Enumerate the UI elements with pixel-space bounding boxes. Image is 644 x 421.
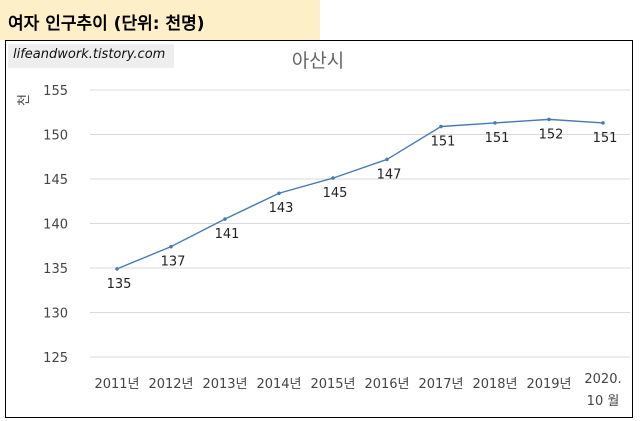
data-point — [439, 124, 443, 129]
x-tick-label: 2020. 10 월 — [584, 372, 621, 409]
x-tick-label: 2013년 — [202, 377, 247, 392]
chart-frame — [5, 40, 633, 418]
data-label: 141 — [215, 227, 240, 242]
x-tick-label: 2018년 — [472, 377, 517, 392]
header-banner: 여자 인구추이 (단위: 천명) — [0, 0, 320, 40]
data-label: 151 — [485, 131, 510, 146]
y-tick-label: 130 — [43, 307, 68, 322]
data-labels: 135 137 141 143 145 147 151 151 152 151 — [107, 127, 618, 292]
data-label: 151 — [593, 131, 618, 146]
y-tick-label: 135 — [43, 262, 68, 277]
y-axis-label: 천 — [17, 94, 32, 106]
chart-title: 아산시 — [292, 50, 344, 72]
data-point — [277, 191, 281, 196]
y-tick-label: 150 — [43, 129, 68, 144]
x-tick-label: 2014년 — [256, 377, 301, 392]
data-point — [385, 157, 389, 162]
data-point — [331, 176, 335, 180]
data-label: 151 — [431, 134, 456, 149]
data-label: 152 — [539, 127, 564, 142]
y-tick-label: 140 — [43, 218, 68, 233]
x-tick-label: 2016년 — [364, 377, 409, 392]
data-label: 137 — [161, 255, 186, 270]
x-tick-label: 2012년 — [148, 377, 193, 392]
data-point — [493, 121, 497, 125]
y-axis-ticks: 125 130 135 140 145 150 155 — [43, 84, 68, 366]
data-point — [115, 267, 119, 271]
data-point — [547, 117, 551, 122]
x-tick-label: 2015년 — [310, 377, 355, 392]
data-label: 145 — [323, 186, 348, 201]
gridlines — [90, 89, 630, 358]
watermark: lifeandwork.tistory.com — [8, 44, 174, 68]
x-axis-ticks: 2011년 2012년 2013년 2014년 2015년 2016년 2017년 2018년… — [94, 372, 621, 409]
x-tick-label: 2011년 — [94, 377, 139, 392]
data-point — [223, 217, 227, 221]
data-point — [601, 121, 605, 125]
series-layer — [115, 117, 605, 271]
x-tick-label: 2019년 — [526, 377, 571, 392]
data-point — [169, 244, 173, 249]
series-line — [116, 118, 604, 270]
y-tick-label: 145 — [43, 173, 68, 188]
data-label: 143 — [269, 201, 294, 216]
watermark-text: lifeandwork.tistory.com — [13, 47, 166, 62]
y-tick-label: 125 — [43, 351, 68, 366]
header-title: 여자 인구추이 (단위: 천명) — [8, 14, 205, 34]
data-label: 135 — [107, 277, 132, 292]
data-label: 147 — [377, 167, 402, 182]
y-tick-label: 155 — [43, 84, 68, 99]
x-tick-label: 2017년 — [418, 377, 463, 392]
